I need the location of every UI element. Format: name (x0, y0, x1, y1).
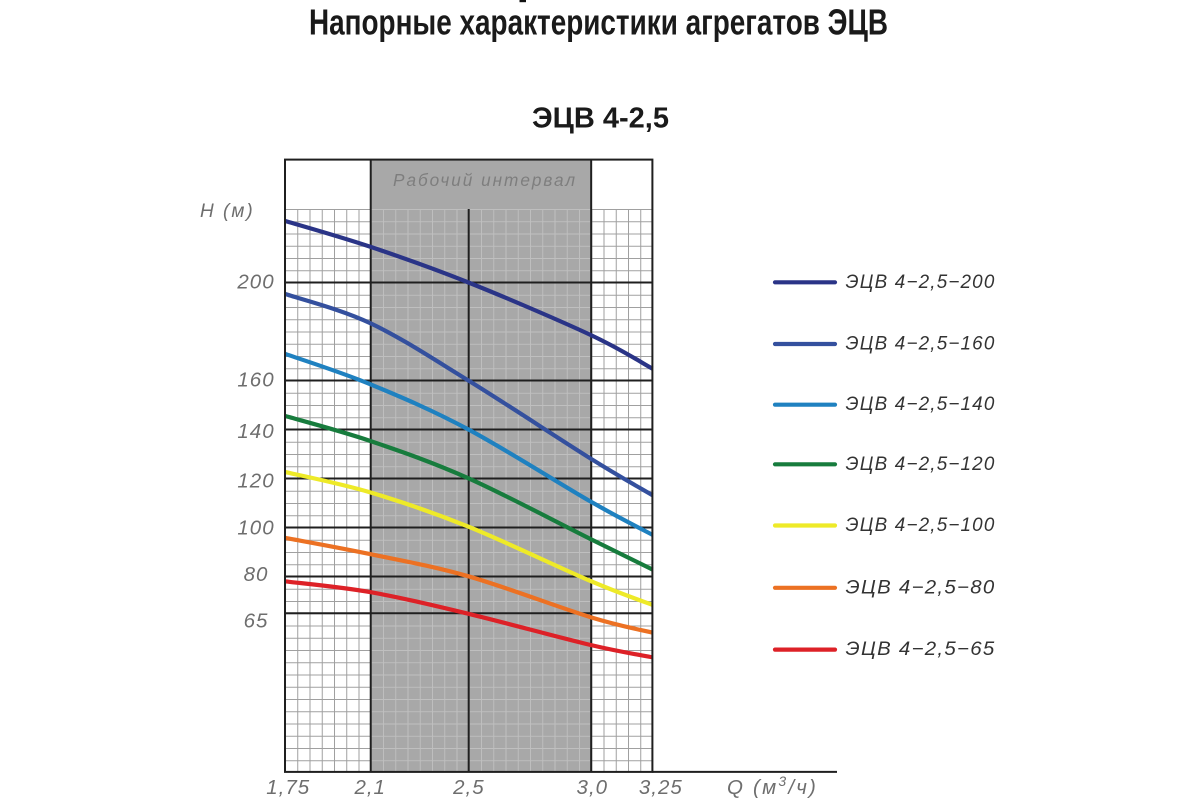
svg-text:2,5: 2,5 (452, 776, 485, 799)
svg-text:120: 120 (237, 469, 274, 492)
svg-text:ЭЦВ 4−2,5−120: ЭЦВ 4−2,5−120 (846, 454, 996, 475)
svg-text:2,1: 2,1 (353, 776, 386, 799)
svg-text:ЭЦВ 4−2,5−160: ЭЦВ 4−2,5−160 (846, 334, 996, 355)
svg-text:ЭЦВ 4-2,5: ЭЦВ 4-2,5 (532, 103, 669, 135)
svg-text:140: 140 (237, 420, 274, 443)
svg-text:Рабочий интервал: Рабочий интервал (393, 170, 577, 190)
svg-text:3,25: 3,25 (639, 776, 683, 799)
svg-text:Q (м3/ч): Q (м3/ч) (727, 773, 818, 799)
svg-text:3,0: 3,0 (577, 776, 609, 799)
svg-text:ЭЦВ 4−2,5−100: ЭЦВ 4−2,5−100 (846, 515, 996, 536)
svg-text:ЭЦВ 4−2,5−200: ЭЦВ 4−2,5−200 (846, 272, 996, 293)
svg-text:80: 80 (244, 563, 269, 586)
svg-text:ЭЦВ 4−2,5−140: ЭЦВ 4−2,5−140 (846, 394, 996, 415)
svg-text:65: 65 (244, 609, 269, 632)
svg-text:200: 200 (236, 271, 274, 294)
svg-text:1,75: 1,75 (266, 776, 310, 799)
svg-text:ЭЦВ 4−2,5−65: ЭЦВ 4−2,5−65 (846, 639, 996, 660)
svg-text:H (м): H (м) (200, 201, 255, 222)
svg-text:Напорные характеристики агрега: Напорные характеристики агрегатов ЭЦВ (309, 1, 888, 42)
svg-text:160: 160 (237, 369, 274, 392)
svg-text:100: 100 (237, 517, 274, 540)
svg-text:ЭЦВ 4−2,5−80: ЭЦВ 4−2,5−80 (846, 577, 996, 598)
